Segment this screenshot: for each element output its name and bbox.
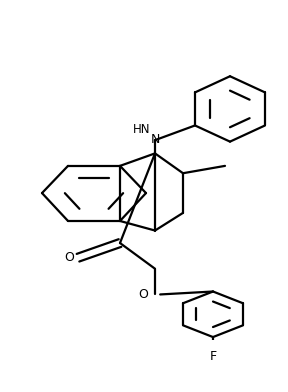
- Text: O: O: [65, 251, 74, 264]
- Text: O: O: [139, 288, 148, 301]
- Text: HN: HN: [133, 123, 151, 136]
- Text: N: N: [150, 133, 160, 146]
- Text: F: F: [209, 350, 217, 363]
